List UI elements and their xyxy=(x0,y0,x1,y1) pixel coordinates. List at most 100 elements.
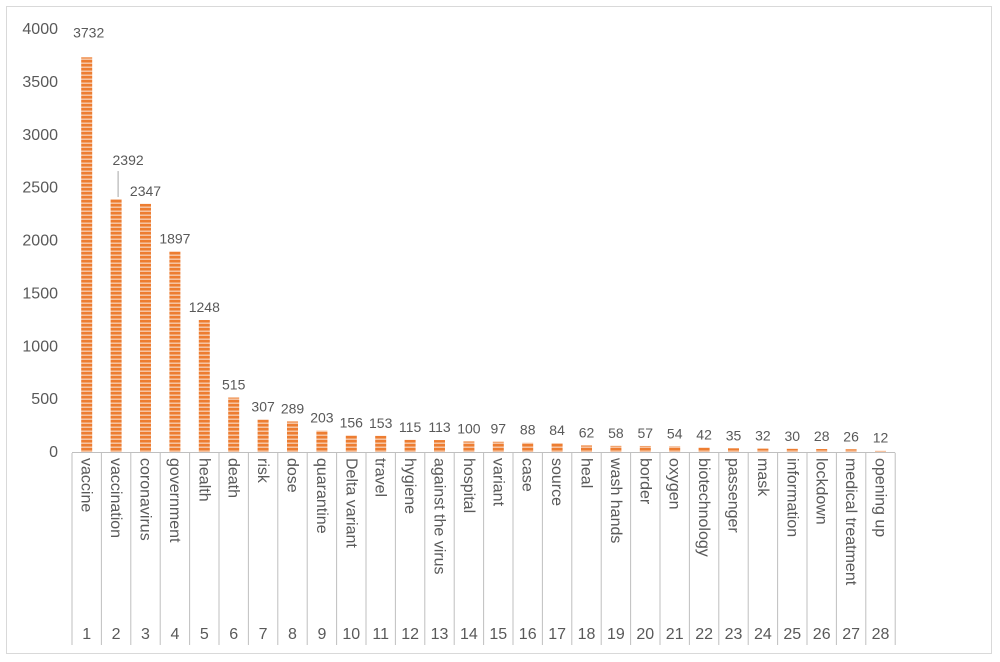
data-label-2: 2392 xyxy=(113,152,144,168)
category-label-13: against the virus xyxy=(431,458,448,575)
category-index-27: 27 xyxy=(842,626,860,643)
category-label-20: border xyxy=(636,458,653,505)
category-label-6: death xyxy=(225,458,242,498)
category-label-18: heal xyxy=(578,458,595,488)
category-index-11: 11 xyxy=(372,626,389,643)
category-index-7: 7 xyxy=(259,626,268,643)
category-table: vaccine 1 vaccination 2 coronavirus 3 governme… xyxy=(71,452,896,645)
bar-13 xyxy=(434,440,445,452)
category-label-25: information xyxy=(783,458,800,537)
data-label-7: 307 xyxy=(251,399,275,415)
bar-10 xyxy=(345,435,357,452)
category-index-14: 14 xyxy=(460,626,478,643)
bar-27 xyxy=(845,449,857,452)
category-index-26: 26 xyxy=(813,626,831,643)
category-index-22: 22 xyxy=(695,626,713,643)
bar-2 xyxy=(110,199,122,452)
category-index-16: 16 xyxy=(519,626,537,643)
category-label-14: hospital xyxy=(460,458,477,513)
category-label-27: medical treatment xyxy=(842,458,859,586)
category-index-18: 18 xyxy=(578,626,596,643)
category-label-23: passenger xyxy=(725,458,742,533)
category-label-21: oxygen xyxy=(666,458,683,510)
category-label-28: opening up xyxy=(872,458,889,537)
data-label-27: 26 xyxy=(843,428,859,444)
category-index-15: 15 xyxy=(489,626,507,643)
data-label-11: 153 xyxy=(369,415,393,431)
category-index-23: 23 xyxy=(725,626,743,643)
y-tick-label: 1000 xyxy=(22,338,58,355)
y-tick-label: 2500 xyxy=(22,180,58,197)
bar-9 xyxy=(316,430,328,452)
bar-3 xyxy=(140,203,151,452)
category-label-22: biotechnology xyxy=(695,458,712,557)
category-index-8: 8 xyxy=(288,626,297,643)
category-index-12: 12 xyxy=(401,626,419,643)
data-label-24: 32 xyxy=(755,428,771,444)
bar-26 xyxy=(816,449,828,452)
bar-15 xyxy=(492,441,504,452)
category-index-19: 19 xyxy=(607,626,625,643)
category-label-11: travel xyxy=(372,458,389,497)
category-index-25: 25 xyxy=(783,626,801,643)
category-label-26: lockdown xyxy=(813,458,830,525)
bar-19 xyxy=(610,445,622,452)
data-label-6: 515 xyxy=(222,377,246,393)
data-label-16: 88 xyxy=(520,422,536,438)
category-label-15: variant xyxy=(489,458,506,507)
category-label-12: hygiene xyxy=(401,458,418,514)
bar-18 xyxy=(581,445,592,452)
bars xyxy=(81,57,886,453)
category-label-17: source xyxy=(548,458,565,506)
category-index-9: 9 xyxy=(317,626,326,643)
category-label-5: health xyxy=(195,458,212,502)
data-label-15: 97 xyxy=(491,421,507,437)
y-tick-label: 3500 xyxy=(22,74,58,91)
category-index-6: 6 xyxy=(229,626,238,643)
data-label-3: 2347 xyxy=(130,183,161,199)
data-label-9: 203 xyxy=(310,410,334,426)
data-label-21: 54 xyxy=(667,425,683,441)
data-label-18: 62 xyxy=(579,424,595,440)
bar-8 xyxy=(287,421,298,452)
category-index-20: 20 xyxy=(636,626,654,643)
category-label-3: coronavirus xyxy=(137,458,154,541)
bar-17 xyxy=(551,443,563,452)
category-label-4: government xyxy=(166,458,183,543)
category-index-24: 24 xyxy=(754,626,772,643)
data-label-14: 100 xyxy=(457,420,481,436)
bar-12 xyxy=(404,439,416,452)
category-index-17: 17 xyxy=(548,626,566,643)
data-label-5: 1248 xyxy=(189,299,220,315)
data-label-25: 30 xyxy=(785,428,801,444)
data-label-12: 115 xyxy=(399,419,422,435)
category-label-1: vaccine xyxy=(78,458,95,512)
data-label-10: 156 xyxy=(340,415,364,431)
bar-16 xyxy=(522,442,534,452)
bar-1 xyxy=(81,57,93,453)
bar-5 xyxy=(198,320,210,452)
data-label-28: 12 xyxy=(873,430,889,446)
bar-22 xyxy=(698,447,710,452)
category-index-3: 3 xyxy=(141,626,150,643)
category-label-8: dose xyxy=(284,458,301,493)
category-label-19: wash hands xyxy=(607,457,624,543)
data-label-17: 84 xyxy=(549,422,565,438)
category-index-28: 28 xyxy=(872,626,890,643)
bar-28 xyxy=(875,450,886,452)
data-label-20: 57 xyxy=(638,425,654,441)
bar-11 xyxy=(375,435,387,452)
data-label-26: 28 xyxy=(814,428,830,444)
data-label-13: 113 xyxy=(428,419,451,435)
category-label-10: Delta variant xyxy=(342,458,359,548)
category-label-2: vaccination xyxy=(107,458,124,538)
data-label-1: 3732 xyxy=(73,24,104,40)
category-index-1: 1 xyxy=(82,626,91,643)
y-tick-label: 2000 xyxy=(22,233,58,250)
y-tick-label: 0 xyxy=(49,444,58,461)
data-labels: 3732 2392 2347 1897 1248 515 307 289 203 156 153 11… xyxy=(73,24,888,445)
y-tick-label: 1500 xyxy=(22,285,58,302)
bar-6 xyxy=(228,397,240,452)
category-label-7: risk xyxy=(254,458,271,484)
